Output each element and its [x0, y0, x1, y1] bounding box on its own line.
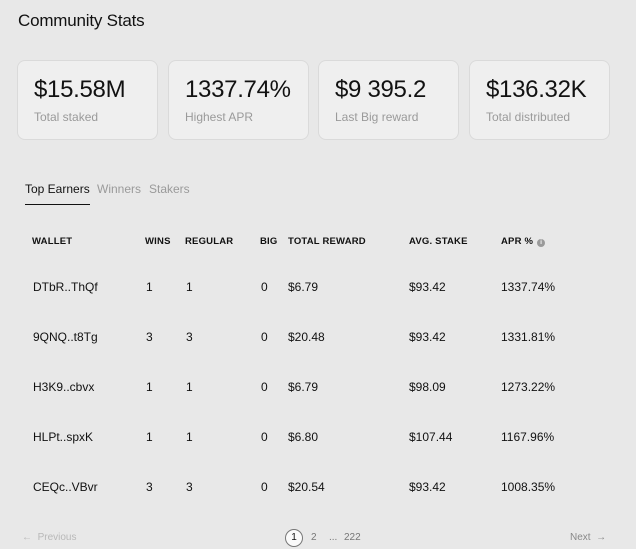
- stat-label: Last Big reward: [335, 110, 419, 124]
- cell-wins: 1: [146, 430, 153, 444]
- table-row[interactable]: CEQc..VBvr 3 3 0 $20.54 $93.42 1008.35%: [0, 480, 636, 500]
- cell-regular: 1: [186, 280, 193, 294]
- cell-wallet[interactable]: 9QNQ..t8Tg: [33, 330, 98, 344]
- cell-wins: 1: [146, 380, 153, 394]
- stat-label: Total distributed: [486, 110, 571, 124]
- column-header-apr: APR % i: [501, 236, 546, 247]
- table-row[interactable]: 9QNQ..t8Tg 3 3 0 $20.48 $93.42 1331.81%: [0, 330, 636, 350]
- cell-wallet[interactable]: DTbR..ThQf: [33, 280, 98, 294]
- cell-regular: 3: [186, 480, 193, 494]
- cell-avg-stake: $93.42: [409, 330, 446, 344]
- cell-regular: 1: [186, 380, 193, 394]
- stat-value: 1337.74%: [185, 76, 291, 103]
- cell-total-reward: $6.79: [288, 380, 319, 394]
- cell-wallet[interactable]: HLPt..spxK: [33, 430, 94, 444]
- page-title: Community Stats: [18, 11, 145, 30]
- page-button-last[interactable]: 222: [344, 532, 361, 543]
- previous-page-button[interactable]: ← Previous: [22, 532, 76, 543]
- cell-regular: 3: [186, 330, 193, 344]
- cell-avg-stake: $93.42: [409, 480, 446, 494]
- column-header-big: BIG: [260, 236, 278, 247]
- stat-cards: $15.58M Total staked 1337.74% Highest AP…: [17, 60, 613, 142]
- cell-wins: 3: [146, 480, 153, 494]
- page-button-2[interactable]: 2: [311, 532, 317, 543]
- table-row[interactable]: H3K9..cbvx 1 1 0 $6.79 $98.09 1273.22%: [0, 380, 636, 400]
- arrow-left-icon: ←: [22, 532, 32, 543]
- pagination-ellipsis: ...: [329, 532, 338, 543]
- info-icon[interactable]: i: [537, 239, 546, 247]
- cell-apr: 1337.74%: [501, 280, 556, 294]
- cell-apr: 1273.22%: [501, 380, 556, 394]
- column-header-total-reward: TOTAL REWARD: [288, 236, 366, 247]
- cell-big: 0: [261, 430, 268, 444]
- cell-apr: 1331.81%: [501, 330, 556, 344]
- table-row[interactable]: HLPt..spxK 1 1 0 $6.80 $107.44 1167.96%: [0, 430, 636, 450]
- cell-total-reward: $6.79: [288, 280, 319, 294]
- cell-big: 0: [261, 280, 268, 294]
- stat-card-total-staked: $15.58M Total staked: [17, 60, 158, 140]
- cell-big: 0: [261, 380, 268, 394]
- column-header-wallet: WALLET: [32, 236, 73, 247]
- stat-card-last-big-reward: $9 395.2 Last Big reward: [318, 60, 459, 140]
- active-tab-indicator: [25, 204, 90, 205]
- arrow-right-icon: →: [596, 532, 607, 543]
- column-header-wins: WINS: [145, 236, 171, 247]
- table-row[interactable]: DTbR..ThQf 1 1 0 $6.79 $93.42 1337.74%: [0, 280, 636, 300]
- tab-stakers[interactable]: Stakers: [149, 182, 190, 196]
- cell-avg-stake: $107.44: [409, 430, 453, 444]
- cell-apr: 1167.96%: [501, 430, 555, 444]
- cell-avg-stake: $93.42: [409, 280, 446, 294]
- stat-value: $9 395.2: [335, 76, 427, 103]
- stat-label: Highest APR: [185, 110, 254, 124]
- stat-label: Total staked: [34, 110, 99, 124]
- cell-total-reward: $20.48: [288, 330, 325, 344]
- cell-regular: 1: [186, 430, 193, 444]
- cell-wallet[interactable]: CEQc..VBvr: [33, 480, 98, 494]
- stat-card-total-distributed: $136.32K Total distributed: [469, 60, 610, 140]
- cell-avg-stake: $98.09: [409, 380, 446, 394]
- tab-winners[interactable]: Winners: [97, 182, 142, 196]
- stat-value: $15.58M: [34, 76, 126, 103]
- tab-top-earners[interactable]: Top Earners: [25, 182, 90, 196]
- next-page-button[interactable]: Next →: [570, 532, 606, 543]
- column-header-apr-label: APR %: [501, 236, 534, 247]
- column-header-avg-stake: AVG. STAKE: [409, 236, 468, 247]
- cell-big: 0: [261, 480, 268, 494]
- cell-wins: 1: [146, 280, 153, 294]
- cell-wins: 3: [146, 330, 153, 344]
- cell-wallet[interactable]: H3K9..cbvx: [33, 380, 95, 394]
- next-label: Next: [570, 532, 591, 543]
- pagination: ← Previous 1 2 ... 222 Next →: [0, 528, 636, 548]
- cell-total-reward: $20.54: [288, 480, 325, 494]
- column-header-regular: REGULAR: [185, 236, 234, 247]
- cell-apr: 1008.35%: [501, 480, 556, 494]
- cell-total-reward: $6.80: [288, 430, 319, 444]
- stat-card-highest-apr: 1337.74% Highest APR: [168, 60, 309, 140]
- stat-value: $136.32K: [486, 76, 587, 103]
- cell-big: 0: [261, 330, 268, 344]
- previous-label: Previous: [37, 532, 77, 543]
- page-button-current[interactable]: 1: [285, 529, 303, 547]
